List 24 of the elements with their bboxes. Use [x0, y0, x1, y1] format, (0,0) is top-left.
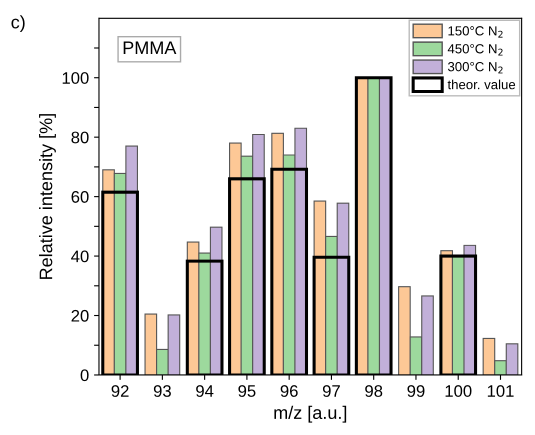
- x-tick-label: 100: [446, 385, 472, 397]
- y-tick-label: 20: [72, 310, 89, 322]
- x-tick-label: 95: [238, 385, 256, 397]
- x-tick-label: 101: [488, 385, 514, 397]
- x-tick-label: 96: [280, 385, 298, 397]
- legend-label: 300°C N$_{2}$: [448, 62, 503, 74]
- legend-label: 150°C N$_{2}$: [448, 26, 503, 38]
- x-tick-label: 98: [365, 385, 382, 397]
- legend-label: theor. value: [448, 80, 516, 90]
- x-tick-label: 97: [322, 385, 340, 397]
- x-tick-label: 92: [112, 385, 129, 397]
- x-tick-label: 93: [154, 385, 171, 397]
- y-tick-label: 100: [62, 72, 89, 84]
- x-tick-label: 94: [196, 385, 214, 397]
- y-tick-label: 80: [71, 132, 89, 144]
- x-axis-title: m/z [a.u.]: [274, 406, 346, 423]
- y-axis-title: Relative intensity [%]: [39, 114, 56, 279]
- text: c): [11, 15, 25, 32]
- annotation: PMMA: [124, 42, 176, 54]
- legend-label: 450°C N$_{2}$: [448, 44, 503, 56]
- y-tick-label: 40: [71, 250, 89, 262]
- x-tick-label: 99: [407, 385, 424, 397]
- y-tick-label: 60: [72, 191, 89, 203]
- y-tick-label: 0: [80, 369, 89, 382]
